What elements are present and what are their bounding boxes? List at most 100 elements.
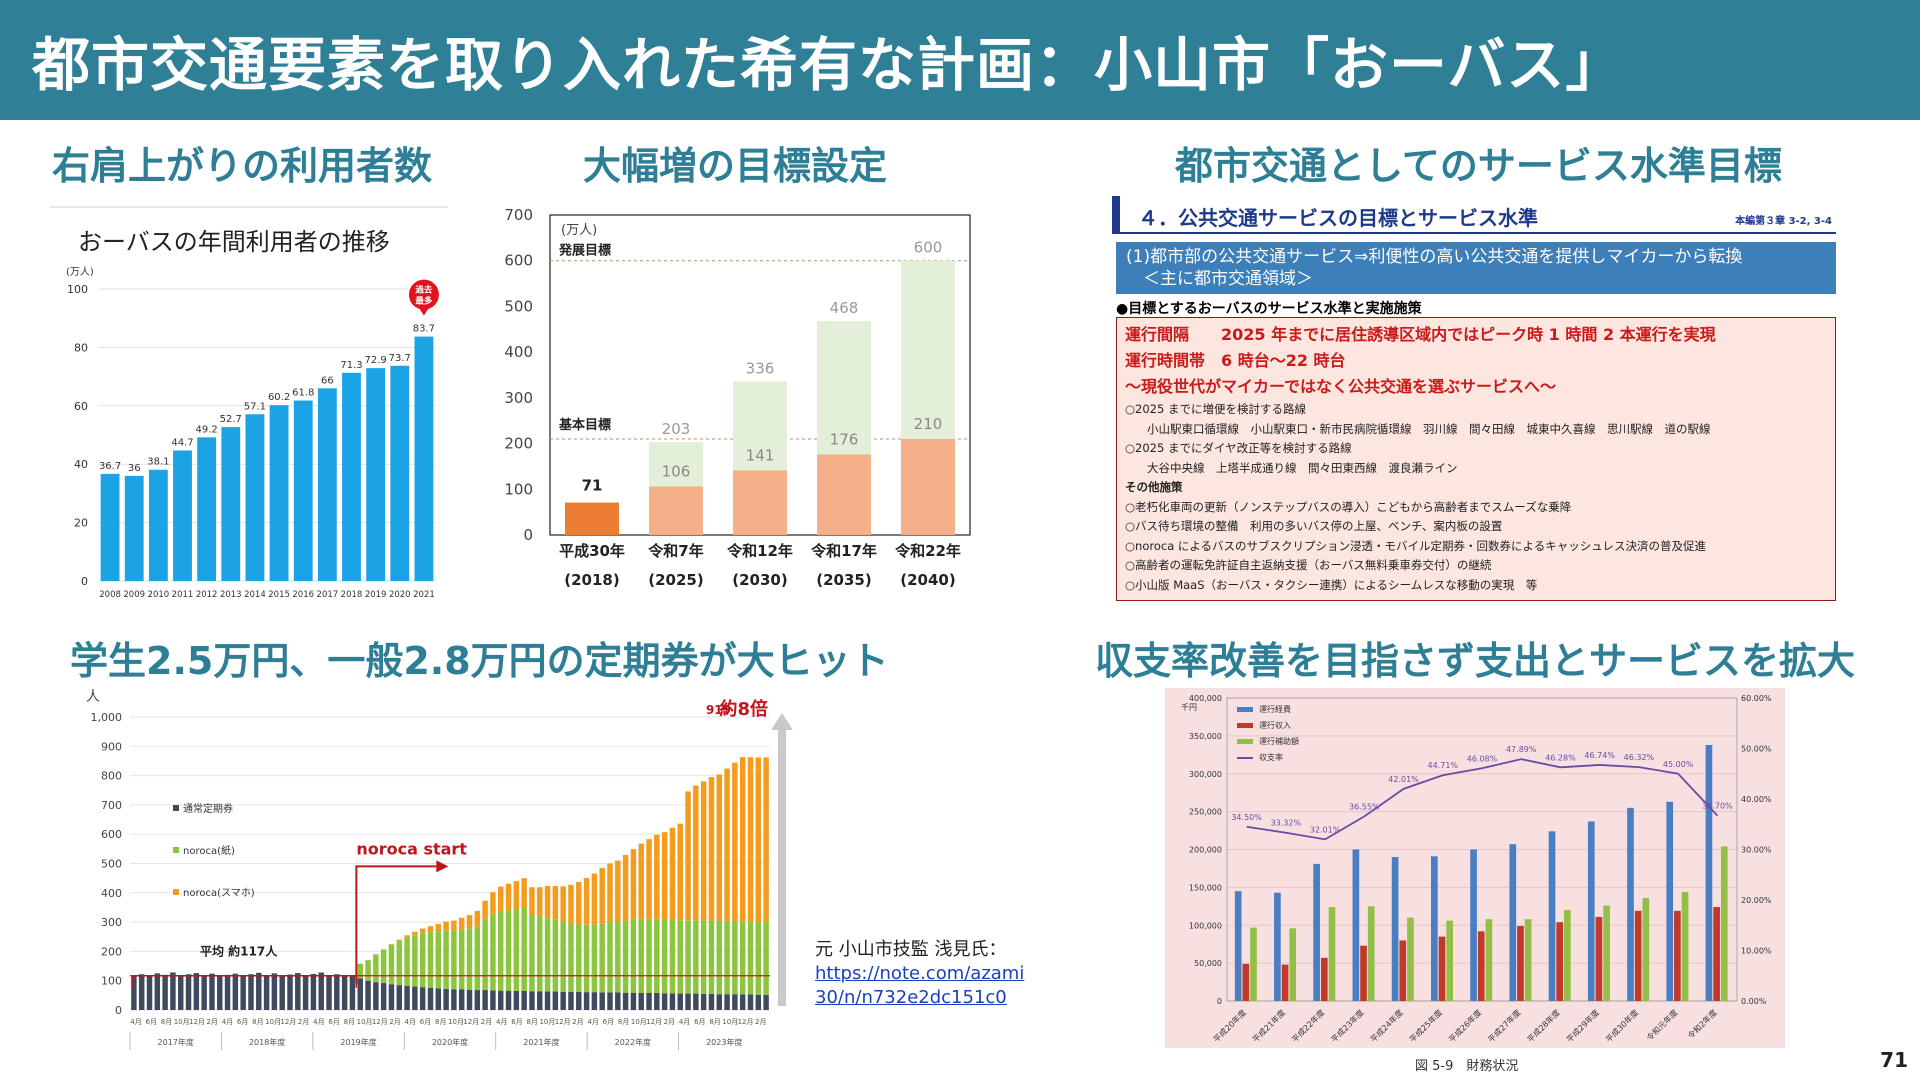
data-label-dev: 203 [662,420,691,438]
x-tick-month: 12月 [372,1018,388,1026]
bar-segment-regular [747,994,754,1010]
plan-header: ４．公共交通サービスの目標とサービス水準 本編第３章 3-2, 3-4 [1112,196,1836,234]
bar-segment-regular [138,974,145,1010]
y-left-tick-label: 100,000 [1189,921,1222,930]
x-tick-year: 2022年度 [615,1037,651,1047]
bar-segment-noroca-phone [513,881,520,909]
x-tick-label: 令和22年 [895,542,961,560]
bar-segment-noroca-phone [716,774,722,921]
bar-segment-noroca-paper [599,923,605,993]
bar [245,414,265,581]
bar-segment-noroca-paper [357,963,363,979]
bar-segment-noroca-phone [591,873,598,925]
credit-link[interactable]: https://note.com/azami30/n/n732e2dc151c0 [815,963,1025,1008]
bar-segment-noroca-phone [412,931,418,936]
bar-segment-noroca-paper [700,920,707,994]
bar-segment-noroca-phone [693,785,699,921]
bar-segment-regular [341,975,348,1010]
bar-segment-noroca-paper [755,921,762,995]
legend-swatch [1237,723,1253,728]
legend-label: 運行補助額 [1259,736,1299,746]
x-tick-month: 10月 [265,1018,281,1026]
bar [342,372,361,581]
x-tick-month: 8月 [161,1018,172,1026]
bar [1407,917,1414,1001]
bar-segment-regular [217,976,223,1010]
data-label: 52.7 [220,414,242,425]
bar [1720,846,1728,1001]
x-tick-month: 8月 [526,1018,537,1026]
y-tick-label: 700 [504,206,533,224]
bar [293,400,313,581]
bar-segment-noroca-paper [521,907,527,991]
bar-segment-regular [708,993,715,1010]
bar-segment-regular [732,994,738,1010]
x-tick-month: 12月 [555,1018,571,1026]
bar-segment-noroca-paper [443,930,449,989]
bar [1320,957,1328,1001]
bar [1242,963,1250,1001]
bar-segment-regular [724,994,730,1010]
bar-segment-regular [607,992,613,1010]
x-tick-month: 8月 [252,1018,263,1026]
x-tick-label: 2014 [244,590,266,600]
bar [1477,931,1485,1001]
legend-label: noroca(スマホ) [183,887,255,899]
y-right-tick-label: 20.00% [1741,896,1772,905]
plan-banner: (1)都市部の公共交通サービス⇒利便性の高い公共交通を提供しマイカーから転換 ＜… [1116,242,1836,294]
bar [1548,831,1556,1001]
x-tick-year: (2040) [900,571,955,589]
page-title: 都市交通要素を取り入れた希有な計画：小山市「おーバス」 [32,31,1625,99]
data-label-basic: 71 [582,477,603,495]
x-tick-label: 令和7年 [648,542,703,560]
bar-segment-noroca-phone [622,855,629,921]
plan-banner-line1: (1)都市部の公共交通サービス⇒利便性の高い公共交通を提供しマイカーから転換 [1126,247,1743,267]
y-right-tick-label: 30.00% [1741,846,1772,855]
y-tick-label: 80 [74,341,88,354]
bar-segment-noroca-phone [607,863,613,923]
bar-segment-noroca-paper [763,921,769,995]
bar-segment-noroca-paper [505,910,512,991]
bar-segment-regular [474,990,481,1010]
growth-arrow-shaft [778,730,786,1006]
finance-chart: 0 50,000 100,000 150,000 200,000 250,000 300,0… [1165,688,1785,1073]
plan-hours: 運行時間帯 6 時台～22 時台 [1125,351,1346,370]
x-tick-label: 令和12年 [727,542,793,560]
bar [1595,916,1603,1001]
bar-segment-regular [505,990,512,1010]
commuter-pass-chart: 人 0 100 200 300 400 500 600 700 800 900 1,000 通常定期券 n… [86,689,793,1050]
bar-segment-noroca-paper [498,911,504,991]
bar-segment-regular [552,991,559,1010]
bar-segment-regular [271,973,278,1010]
bar-segment-noroca-paper [427,932,434,988]
y-left-tick-label: 200,000 [1189,846,1222,855]
bar-segment-regular [435,988,442,1010]
record-badge [408,279,439,310]
bar-segment-noroca-paper [732,920,738,995]
bar-segment-noroca-paper [661,920,668,994]
bar-segment-noroca-paper [591,924,598,993]
y-tick-label: 200 [101,945,122,958]
bar-basic-target [565,502,619,535]
bar-segment-noroca-phone [638,843,644,920]
x-tick-label: 2013 [220,590,242,600]
legend-label: noroca(紙) [183,844,235,857]
bar-segment-regular [365,980,371,1010]
y-left-tick-label: 350,000 [1189,732,1222,741]
bar-segment-noroca-paper [638,919,644,994]
bar-segment-regular [224,974,231,1010]
bar-segment-regular [490,990,496,1010]
data-label-basic: 106 [662,463,691,481]
x-tick-label: 2015 [268,590,290,600]
x-tick-month: 6月 [237,1018,248,1026]
bar-segment-noroca-phone [700,781,707,921]
y-axis-unit: (万人) [561,223,597,238]
bar-segment-regular [240,975,246,1010]
bar-segment-noroca-paper [404,937,410,986]
bar-segment-regular [521,990,527,1010]
x-tick-month: 4月 [587,1018,598,1026]
bar-segment-noroca-phone [708,777,715,921]
x-tick-label: 2017 [317,590,339,600]
plan-item: 大谷中央線 上塔半成通り線 間々田東西線 渡良瀬ライン [1147,460,1458,475]
bar [1313,863,1320,1001]
